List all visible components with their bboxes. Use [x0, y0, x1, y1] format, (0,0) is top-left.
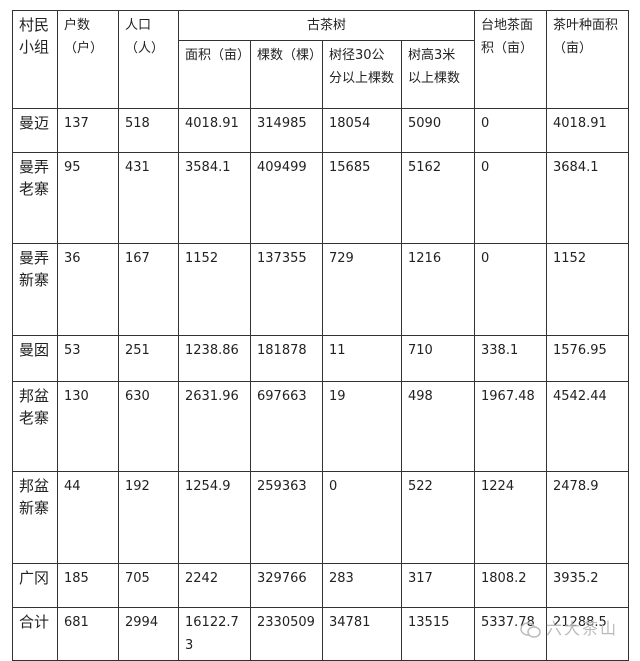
- table-row: 曼囡 53 251 1238.86 181878 11 710 338.1 1576.95: [12, 335, 629, 382]
- table-cell: 5162: [401, 152, 475, 244]
- watermark-text: 六大茶山: [545, 619, 618, 638]
- table-cell: 705: [118, 563, 179, 608]
- table-row: 邦盆老寨 130 630 2631.96 697663 19 498 1967.48 4542.…: [12, 381, 629, 472]
- table-cell: 2242: [178, 563, 251, 608]
- table-cell: 192: [118, 471, 179, 564]
- table-cell: 137355: [250, 243, 323, 336]
- table-cell: 邦盆老寨: [12, 381, 58, 472]
- table-cell: 4542.44: [546, 381, 629, 472]
- table-cell: 15685: [322, 152, 402, 244]
- table-row: 曼迈 137 518 4018.91 314985 18054 5090 0 4018.91: [12, 108, 629, 153]
- tea-table: 村民小组 户数（户） 人口（人） 古茶树 台地茶面积（亩） 茶叶种面积（亩） 面…: [12, 10, 629, 661]
- table-cell: 283: [322, 563, 402, 608]
- table-cell: 317: [401, 563, 475, 608]
- table-cell: 1808.2: [474, 563, 547, 608]
- table-cell: 729: [322, 243, 402, 336]
- header-cell: 树高3米以上棵数: [401, 40, 475, 109]
- table-cell: 338.1: [474, 335, 547, 382]
- table-cell: 5337.78: [474, 607, 547, 661]
- table-cell: 21288.5: [546, 607, 629, 661]
- table-cell: 13515: [401, 607, 475, 661]
- table-cell: 4018.91: [178, 108, 251, 153]
- table-cell: 710: [401, 335, 475, 382]
- table-cell: 3935.2: [546, 563, 629, 608]
- table-cell: 251: [118, 335, 179, 382]
- table-cell: 53: [57, 335, 119, 382]
- table-cell: 409499: [250, 152, 323, 244]
- table-cell: 19: [322, 381, 402, 472]
- table-cell: 邦盆新寨: [12, 471, 58, 564]
- table-cell: 36: [57, 243, 119, 336]
- table-cell: 498: [401, 381, 475, 472]
- table-cell: 314985: [250, 108, 323, 153]
- table-cell: 11: [322, 335, 402, 382]
- table-cell: 34781: [322, 607, 402, 661]
- table-cell: 1967.48: [474, 381, 547, 472]
- table-cell: 681: [57, 607, 119, 661]
- table-cell: 1152: [178, 243, 251, 336]
- table-cell: 697663: [250, 381, 323, 472]
- table-cell: 630: [118, 381, 179, 472]
- table-row: 合计 681 2994 16122.73 2330509 34781 13515 5337.7…: [12, 607, 629, 661]
- table-cell: 18054: [322, 108, 402, 153]
- table-cell: 1254.9: [178, 471, 251, 564]
- table-cell: 95: [57, 152, 119, 244]
- table-cell: 167: [118, 243, 179, 336]
- header-cell: 面积（亩）: [178, 40, 251, 109]
- table-cell: 5090: [401, 108, 475, 153]
- table-cell: 3684.1: [546, 152, 629, 244]
- table-cell: 曼囡: [12, 335, 58, 382]
- header-cell: 古茶树: [178, 10, 475, 41]
- header-cell: 台地茶面积（亩）: [474, 10, 547, 109]
- table-cell: 16122.73: [178, 607, 251, 661]
- table-row: 曼弄老寨 95 431 3584.1 409499 15685 5162 0 3684.1: [12, 152, 629, 244]
- table-cell: 431: [118, 152, 179, 244]
- table-cell: 185: [57, 563, 119, 608]
- table-cell: 2631.96: [178, 381, 251, 472]
- table-cell: 137: [57, 108, 119, 153]
- table-cell: 0: [474, 243, 547, 336]
- table-cell: 1576.95: [546, 335, 629, 382]
- header-cell: 茶叶种面积（亩）: [546, 10, 629, 109]
- table-cell: 522: [401, 471, 475, 564]
- table-cell: 0: [322, 471, 402, 564]
- table-body: 村民小组 户数（户） 人口（人） 古茶树 台地茶面积（亩） 茶叶种面积（亩） 面…: [12, 10, 629, 661]
- table-cell: 259363: [250, 471, 323, 564]
- header-cell: 村民小组: [12, 10, 58, 109]
- table-cell: 曼弄新寨: [12, 243, 58, 336]
- header-cell: 棵数（棵）: [250, 40, 323, 109]
- table-cell: 1224: [474, 471, 547, 564]
- table-cell: 181878: [250, 335, 323, 382]
- header-cell: 户数（户）: [57, 10, 119, 109]
- table-cell: 2994: [118, 607, 179, 661]
- table-cell: 1216: [401, 243, 475, 336]
- table-row: 广冈 185 705 2242 329766 283 317 1808.2 3935.2: [12, 563, 629, 608]
- table-cell: 曼迈: [12, 108, 58, 153]
- table-cell: 曼弄老寨: [12, 152, 58, 244]
- watermark: 六大茶山: [520, 615, 618, 639]
- table-cell: 1238.86: [178, 335, 251, 382]
- table-cell: 3584.1: [178, 152, 251, 244]
- wechat-icon: [520, 621, 541, 638]
- table-cell: 4018.91: [546, 108, 629, 153]
- table-row: 邦盆新寨 44 192 1254.9 259363 0 522 1224 2478.9: [12, 471, 629, 564]
- table-cell: 2478.9: [546, 471, 629, 564]
- table-cell: 2330509: [250, 607, 323, 661]
- header-cell: 树径30公分以上棵数: [322, 40, 402, 109]
- table-cell: 44: [57, 471, 119, 564]
- table-cell: 518: [118, 108, 179, 153]
- header-cell: 人口（人）: [118, 10, 179, 109]
- table-cell: 0: [474, 108, 547, 153]
- table-row: 曼弄新寨 36 167 1152 137355 729 1216 0 1152: [12, 243, 629, 336]
- table-cell: 0: [474, 152, 547, 244]
- table-cell: 329766: [250, 563, 323, 608]
- table-cell: 1152: [546, 243, 629, 336]
- table-cell: 广冈: [12, 563, 58, 608]
- table-cell: 130: [57, 381, 119, 472]
- table-cell: 合计: [12, 607, 58, 661]
